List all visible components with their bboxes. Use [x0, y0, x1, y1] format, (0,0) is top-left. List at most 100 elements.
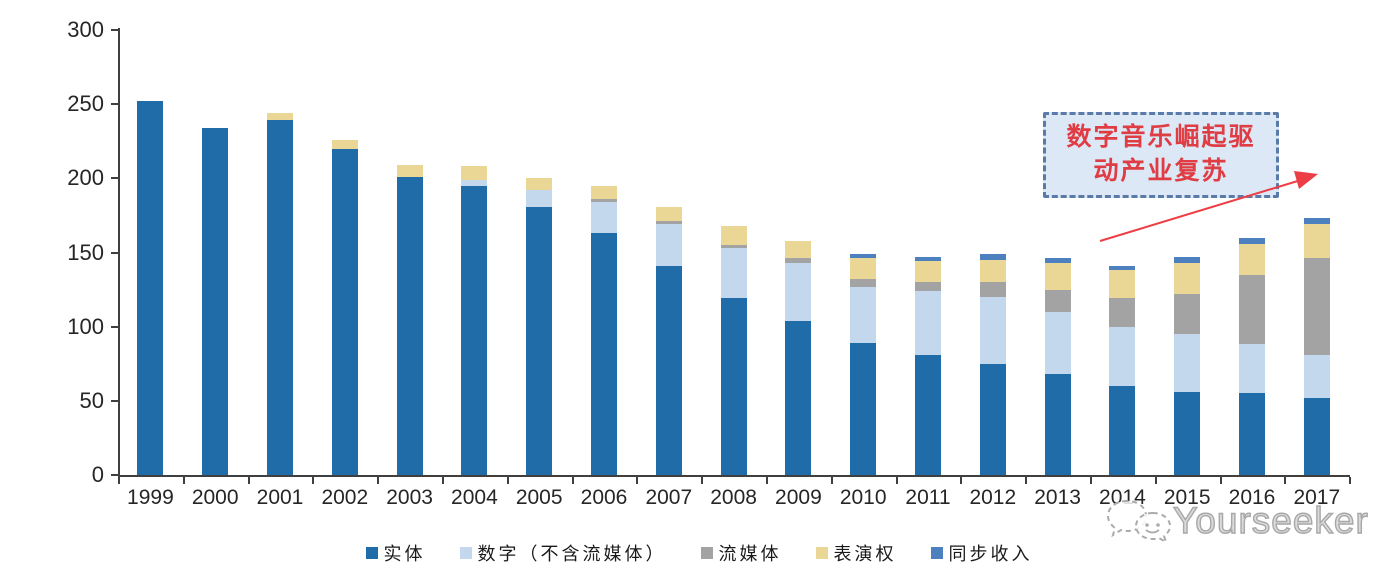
y-tick-label: 250 [67, 91, 104, 117]
bar-segment [1303, 258, 1330, 355]
bar-segment [202, 127, 229, 475]
bar-segment [979, 253, 1006, 260]
legend-swatch [930, 547, 943, 559]
watermark-text: Yourseeker [1172, 499, 1369, 541]
bar-segment [396, 176, 423, 475]
bar-segment [1239, 393, 1265, 475]
x-tick-mark [506, 477, 509, 484]
bar-segment [785, 262, 812, 321]
x-tick-mark [1219, 477, 1222, 484]
x-tick-label: 2015 [1163, 486, 1211, 509]
y-tick-label: 200 [67, 165, 104, 191]
bar-segment [1174, 294, 1201, 335]
x-tick-label: 2011 [905, 486, 951, 509]
x-tick-mark [895, 477, 898, 484]
legend-item: 实体 [365, 540, 426, 566]
x-tick-mark [1154, 477, 1157, 484]
bar-segment [915, 282, 941, 292]
y-axis-line [118, 28, 120, 477]
bar-segment [591, 202, 617, 234]
bar-segment [1174, 262, 1201, 295]
legend-label: 实体 [383, 544, 426, 564]
bar-segment [591, 199, 617, 203]
y-tick-mark [111, 399, 119, 402]
bar-segment [1303, 397, 1330, 475]
bar-segment [1239, 243, 1265, 275]
x-tick-mark [571, 477, 574, 484]
bar-segment [1303, 224, 1330, 259]
x-tick-mark [766, 477, 768, 484]
x-tick-label: 2017 [1293, 486, 1341, 509]
x-tick-label: 2012 [969, 486, 1017, 509]
bar-segment [850, 253, 877, 259]
x-tick-mark [442, 477, 444, 484]
chat-bubbles-icon [1106, 499, 1172, 545]
bar-segment [1174, 391, 1201, 475]
x-tick-label: 2006 [580, 486, 628, 509]
bar-segment [526, 178, 553, 191]
legend-item: 流媒体 [700, 540, 782, 566]
legend-swatch [365, 547, 378, 559]
bar-segment [591, 185, 617, 200]
legend-item: 数字（不含流媒体） [459, 540, 667, 566]
bar-segment [1174, 334, 1201, 392]
bar-segment [267, 120, 293, 475]
y-tick-mark [111, 103, 119, 106]
bar-segment [785, 240, 812, 259]
bar-segment [850, 279, 877, 287]
bar-segment [331, 148, 358, 475]
x-tick-label: 2007 [645, 486, 693, 509]
legend-label: 表演权 [833, 544, 897, 564]
y-tick-mark [111, 474, 119, 476]
bar-segment [915, 291, 941, 355]
bar-segment [137, 101, 164, 475]
x-tick-label: 2005 [515, 486, 563, 509]
legend-swatch [700, 547, 713, 559]
bar-segment [1044, 289, 1071, 312]
bar-segment [1109, 326, 1136, 386]
x-tick-mark [701, 477, 704, 484]
x-tick-label: 2003 [386, 486, 433, 509]
legend-swatch [459, 547, 472, 559]
bar-segment [591, 233, 617, 475]
annotation-callout-box: 数字音乐崛起驱 动产业复苏 [1043, 112, 1279, 198]
bar-segment [1303, 354, 1330, 398]
bar-segment [850, 286, 877, 343]
bar-segment [655, 224, 682, 266]
y-tick-label: 100 [67, 313, 104, 339]
bar-segment [979, 259, 1006, 283]
annotation-text-line1: 数字音乐崛起驱 [1066, 124, 1256, 151]
bar-segment [785, 320, 812, 475]
x-tick-label: 2016 [1228, 486, 1276, 509]
y-tick-label: 150 [67, 239, 104, 265]
bar-segment [1239, 344, 1265, 394]
y-tick-mark [111, 251, 119, 254]
y-tick-mark [111, 325, 119, 328]
x-tick-label: 2009 [775, 486, 822, 509]
bar-segment [267, 113, 293, 121]
bar-segment [979, 363, 1006, 475]
x-tick-mark [182, 477, 185, 484]
bar-segment [1303, 218, 1330, 225]
bar-segment [526, 206, 553, 475]
bar-segment [461, 179, 488, 186]
bar-segment [1044, 258, 1071, 263]
bar-segment [1239, 274, 1265, 345]
x-tick-mark [1349, 477, 1352, 484]
bar-segment [915, 354, 941, 475]
legend-label: 同步收入 [948, 544, 1033, 564]
bar-segment [655, 221, 682, 225]
legend: 实体 数字（不含流媒体） 流媒体 表演权 同步收入 [0, 540, 1398, 566]
legend-item: 表演权 [815, 540, 897, 566]
x-tick-label: 2013 [1034, 486, 1081, 509]
bar-segment [979, 297, 1006, 364]
bar-segment [461, 166, 488, 180]
x-tick-mark [1090, 477, 1092, 484]
x-tick-label: 2008 [710, 486, 757, 509]
y-tick-label: 0 [91, 462, 104, 487]
bar-segment [1174, 256, 1201, 263]
bar-segment [655, 265, 682, 475]
y-tick-mark [111, 29, 119, 31]
x-tick-label: 2002 [321, 486, 369, 509]
